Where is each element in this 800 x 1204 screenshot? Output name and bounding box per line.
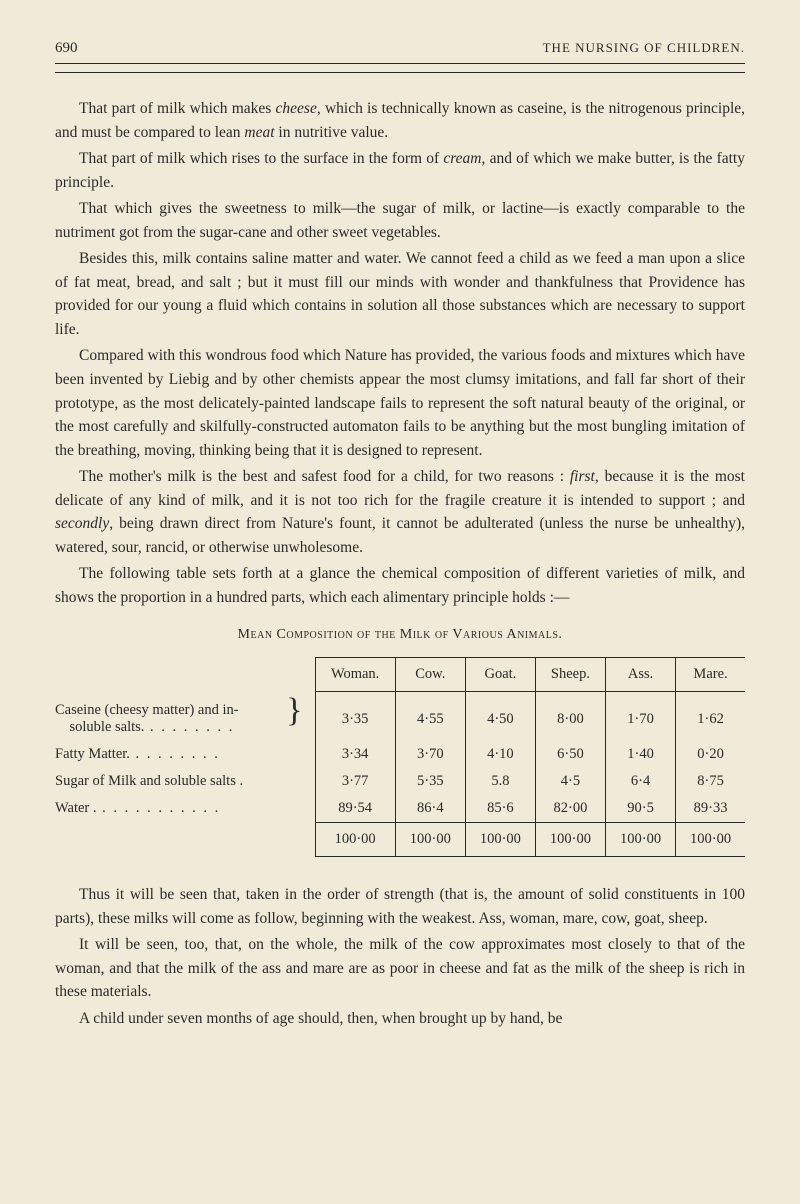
table-cell: 6·4: [606, 768, 676, 795]
table-cell: 4·50: [465, 692, 535, 741]
table-cell: 89·33: [676, 795, 745, 823]
table-cell: 3·70: [395, 741, 465, 768]
table-cell: 100·00: [606, 822, 676, 856]
table-cell: 100·00: [395, 822, 465, 856]
col-woman: Woman.: [315, 658, 395, 692]
table-cell: 100·00: [465, 822, 535, 856]
table-cell: 8·75: [676, 768, 745, 795]
table-cell: 3·35: [315, 692, 395, 741]
table-cell: 90·5: [606, 795, 676, 823]
table-totals-row: 100·00 100·00 100·00 100·00 100·00 100·0…: [55, 822, 745, 856]
table-cell: 3·77: [315, 768, 395, 795]
table-cell: 82·00: [535, 795, 605, 823]
table-cell: 5.8: [465, 768, 535, 795]
paragraph-5: Compared with this wondrous food which N…: [55, 344, 745, 462]
paragraph-6: The mother's milk is the best and safest…: [55, 465, 745, 559]
table-row: Fatty Matter. 3·34 3·70 4·10 6·50 1·40 0…: [55, 741, 745, 768]
paragraph-8: Thus it will be seen that, taken in the …: [55, 883, 745, 930]
row-label-fatty: Fatty Matter.: [55, 741, 315, 768]
table-title: Mean Composition of the Milk of Various …: [55, 627, 745, 643]
table-cell: 89·54: [315, 795, 395, 823]
table-cell: 4·10: [465, 741, 535, 768]
table-cell: 4·5: [535, 768, 605, 795]
table-cell: 100·00: [535, 822, 605, 856]
col-blank: [55, 658, 315, 692]
col-goat: Goat.: [465, 658, 535, 692]
table-cell: 1·62: [676, 692, 745, 741]
table-cell: 100·00: [315, 822, 395, 856]
table-row: Sugar of Milk and soluble salts . 3·77 5…: [55, 768, 745, 795]
brace-icon: }: [286, 694, 302, 728]
table-row: Water . 89·54 86·4 85·6 82·00 90·5 89·33: [55, 795, 745, 823]
table-cell: 6·50: [535, 741, 605, 768]
paragraph-1: That part of milk which makes cheese, wh…: [55, 97, 745, 144]
paragraph-3: That which gives the sweetness to milk—t…: [55, 197, 745, 244]
row-label-sugar: Sugar of Milk and soluble salts .: [55, 768, 315, 795]
totals-blank: [55, 822, 315, 856]
table-cell: 8·00: [535, 692, 605, 741]
table-cell: 85·6: [465, 795, 535, 823]
running-title: THE NURSING OF CHILDREN.: [543, 40, 745, 56]
header-rule: [55, 72, 745, 73]
table-cell: 1·40: [606, 741, 676, 768]
paragraph-9: It will be seen, too, that, on the whole…: [55, 933, 745, 1004]
page-header: 690 THE NURSING OF CHILDREN.: [55, 40, 745, 64]
paragraph-7: The following table sets forth at a glan…: [55, 562, 745, 609]
table-header-row: Woman. Cow. Goat. Sheep. Ass. Mare.: [55, 658, 745, 692]
paragraph-2: That part of milk which rises to the sur…: [55, 147, 745, 194]
table-cell: 4·55: [395, 692, 465, 741]
col-mare: Mare.: [676, 658, 745, 692]
table-cell: 0·20: [676, 741, 745, 768]
row-label-water: Water .: [55, 795, 315, 823]
table-cell: 1·70: [606, 692, 676, 741]
table-row: Caseine (cheesy matter) and in- soluble …: [55, 692, 745, 741]
col-ass: Ass.: [606, 658, 676, 692]
table-cell: 3·34: [315, 741, 395, 768]
table-cell: 86·4: [395, 795, 465, 823]
col-sheep: Sheep.: [535, 658, 605, 692]
col-cow: Cow.: [395, 658, 465, 692]
paragraph-4: Besides this, milk contains saline matte…: [55, 247, 745, 341]
paragraph-10: A child under seven months of age should…: [55, 1007, 745, 1031]
table-cell: 100·00: [676, 822, 745, 856]
composition-table: Woman. Cow. Goat. Sheep. Ass. Mare. Case…: [55, 657, 745, 857]
table-cell: 5·35: [395, 768, 465, 795]
page-number: 690: [55, 40, 78, 57]
row-label-caseine: Caseine (cheesy matter) and in- soluble …: [55, 692, 315, 741]
